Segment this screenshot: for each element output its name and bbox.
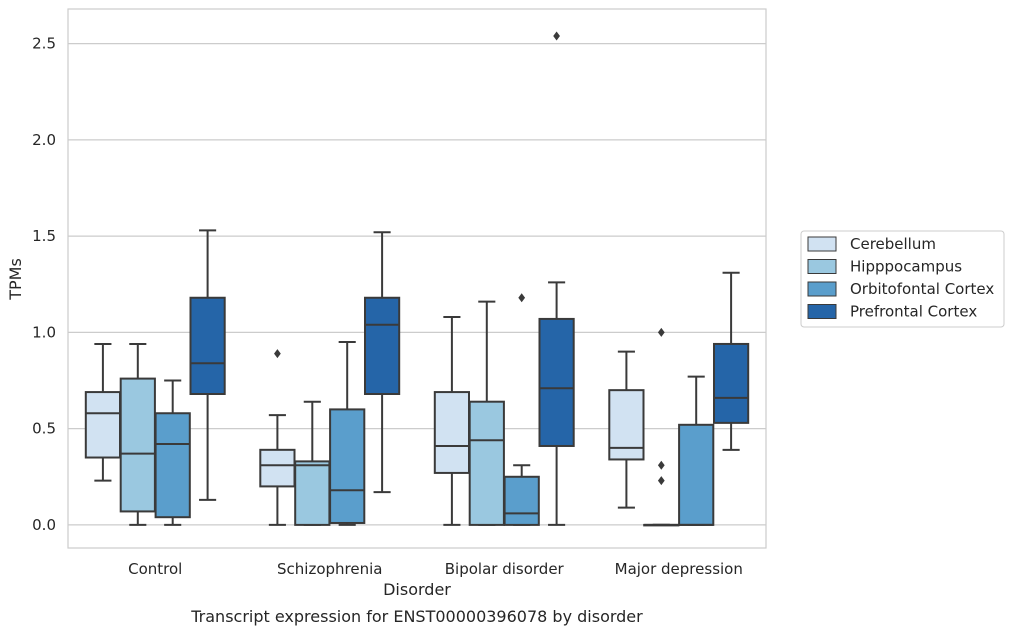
box-body [712,342,750,424]
box-body [608,389,645,461]
x-tick-label: Major depression [615,560,743,578]
box-0-3 [189,229,226,501]
y-tick-label: 0.5 [32,420,56,438]
legend-label: Hipppocampus [850,258,962,276]
x-axis-label: Disorder [383,580,451,599]
y-axis-ticks: 0.0 0.5 1.0 1.5 2.0 2.5 [32,35,56,534]
box-body [503,475,540,526]
box-body [538,317,575,447]
box-body [678,423,715,526]
outlier-marker [657,327,665,337]
x-tick-label: Control [128,560,182,578]
box-body [154,412,191,519]
legend-swatch [807,236,837,252]
legend-swatch [807,281,837,297]
outlier-marker [553,31,560,41]
box-1-0 [259,349,296,526]
legend-swatch [807,304,837,319]
box-body [468,400,505,526]
box-body [433,391,471,474]
legend-swatch [807,259,837,274]
box-1-3 [363,231,401,494]
legend: Cerebellum Hipppocampus Orbitofontal Corte… [800,230,1005,328]
box-2-0 [433,316,471,526]
box-1-2 [329,341,366,526]
box-0-1 [119,342,156,526]
x-axis-ticks: Control Schizophrenia Bipolar disorder Majo… [128,560,743,578]
outlier-marker [274,349,281,359]
legend-frame [800,230,1005,328]
box-body [294,460,331,526]
box-body [329,408,366,524]
outlier-marker [657,476,665,486]
y-tick-label: 1.0 [32,323,56,341]
box-2-1 [468,300,505,526]
x-tick-label: Bipolar disorder [445,560,565,578]
box-2-3 [538,31,575,526]
legend-label: Prefrontal Cortex [850,303,977,321]
box-body [259,448,296,488]
box-body [84,391,122,459]
box-groups [84,31,750,527]
legend-label: Cerebellum [850,235,936,253]
y-tick-label: 2.5 [32,35,56,53]
y-axis-label: TPMs [6,258,25,301]
box-3-2 [678,375,715,526]
y-tick-label: 0.0 [32,516,56,534]
box-2-2 [503,293,540,526]
box-body [189,296,226,395]
box-0-2 [154,379,191,526]
box-3-0 [608,350,645,509]
box-body [119,377,156,513]
outlier-marker [518,293,526,303]
legend-label: Orbitofontal Cortex [850,280,994,298]
y-tick-label: 1.5 [32,227,56,245]
plot-frame [67,8,767,549]
figure-caption: Transcript expression for ENST0000039607… [190,607,643,626]
box-1-1 [294,400,331,526]
box-3-3 [712,271,750,451]
x-tick-label: Schizophrenia [277,560,382,578]
box-body [363,296,401,395]
y-tick-label: 2.0 [32,131,56,149]
outlier-marker [657,460,665,470]
